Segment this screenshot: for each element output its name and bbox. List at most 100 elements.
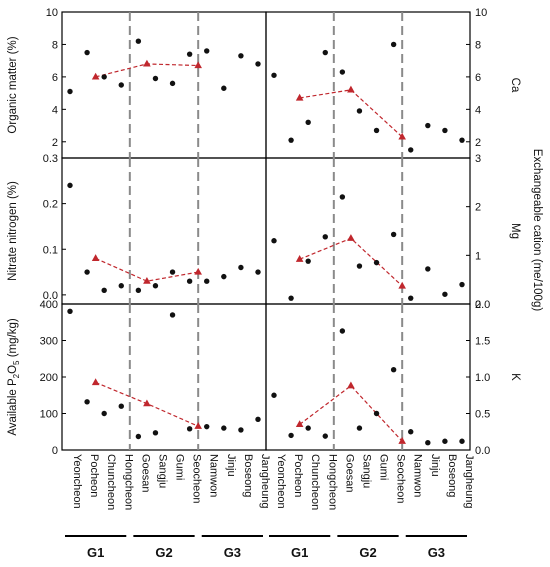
y-tick-label: 0.3 bbox=[43, 153, 58, 165]
y-tick-label: 0.0 bbox=[475, 445, 490, 457]
data-point bbox=[373, 127, 380, 134]
group-mean-marker bbox=[295, 420, 304, 428]
data-point bbox=[305, 119, 311, 126]
data-point bbox=[442, 438, 448, 444]
category-label: Seocheon bbox=[395, 454, 407, 504]
data-point bbox=[322, 49, 328, 56]
group-mean-marker bbox=[398, 281, 406, 289]
y-tick-label: 1.0 bbox=[475, 372, 490, 384]
data-point bbox=[186, 278, 193, 284]
data-point bbox=[271, 72, 277, 78]
group-label: G1 bbox=[87, 545, 104, 560]
data-point bbox=[84, 269, 90, 275]
group-mean-line bbox=[299, 237, 403, 287]
group-mean-line bbox=[299, 384, 403, 442]
data-point bbox=[186, 426, 193, 432]
group-label: G2 bbox=[155, 545, 172, 560]
data-point bbox=[339, 194, 346, 200]
y-tick-label: 4 bbox=[475, 104, 481, 116]
group-mean-marker bbox=[91, 72, 100, 80]
y-tick-label: 1 bbox=[475, 250, 481, 262]
panel-frame bbox=[265, 11, 471, 159]
y-tick-label: 4 bbox=[52, 104, 58, 116]
category-label: Chuncheon bbox=[309, 454, 321, 510]
data-point bbox=[67, 308, 73, 314]
y-tick-label: 6 bbox=[475, 72, 481, 84]
y-tick-label: 0 bbox=[52, 445, 58, 457]
group-label: G3 bbox=[224, 545, 241, 560]
data-point bbox=[408, 147, 414, 153]
y-tick-label: 400 bbox=[40, 299, 58, 311]
group-mean-marker bbox=[91, 378, 100, 386]
category-label: Chuncheon bbox=[105, 454, 117, 510]
category-label: Jangheung bbox=[463, 454, 475, 508]
data-point bbox=[459, 438, 465, 444]
group-label: G2 bbox=[359, 545, 376, 560]
data-point bbox=[425, 440, 431, 446]
data-point bbox=[169, 312, 176, 318]
y-tick-label: 8 bbox=[52, 39, 58, 51]
group-mean-marker bbox=[295, 255, 304, 262]
data-point bbox=[135, 433, 142, 440]
data-point bbox=[425, 266, 431, 272]
data-point bbox=[271, 392, 277, 398]
data-point bbox=[135, 287, 142, 294]
data-point bbox=[373, 259, 380, 266]
data-point bbox=[339, 328, 346, 334]
y-tick-label: 300 bbox=[40, 336, 58, 348]
data-point bbox=[459, 281, 465, 288]
data-point bbox=[408, 429, 414, 435]
group-label: G3 bbox=[428, 545, 445, 560]
data-point bbox=[425, 122, 431, 129]
data-point bbox=[118, 82, 124, 88]
data-point bbox=[288, 137, 294, 143]
data-point bbox=[84, 49, 90, 56]
data-point bbox=[356, 425, 363, 431]
group-mean-marker bbox=[347, 381, 355, 389]
y-tick-label: 8 bbox=[475, 39, 481, 51]
group-mean-lines bbox=[95, 63, 403, 442]
data-point bbox=[271, 238, 277, 244]
data-point bbox=[135, 38, 142, 44]
y-tick-label: 0.2 bbox=[43, 199, 58, 211]
data-point bbox=[305, 258, 311, 264]
category-label: Pocheon bbox=[88, 454, 100, 497]
group-mean-line bbox=[299, 89, 403, 138]
category-label: Gumi bbox=[174, 454, 186, 480]
y-tick-label: 1.5 bbox=[475, 336, 490, 348]
data-point bbox=[322, 234, 328, 240]
panel-frames bbox=[61, 11, 471, 451]
category-label: Namwon bbox=[412, 454, 424, 497]
y-tick-label: 100 bbox=[40, 409, 58, 421]
group-mean-marker bbox=[143, 59, 151, 67]
category-label: Yeoncheon bbox=[71, 454, 83, 509]
panel-frame bbox=[265, 303, 471, 451]
data-point bbox=[101, 410, 107, 417]
data-point bbox=[322, 433, 328, 439]
data-point bbox=[255, 269, 261, 275]
data-point bbox=[356, 263, 363, 269]
data-point bbox=[255, 61, 261, 67]
data-point bbox=[204, 278, 210, 284]
data-point bbox=[356, 108, 363, 114]
data-points bbox=[67, 38, 465, 446]
category-label: Sangju bbox=[360, 454, 372, 488]
data-point bbox=[67, 88, 73, 95]
data-point bbox=[238, 264, 244, 271]
y-tick-label: 2 bbox=[475, 137, 481, 149]
y-axis-title: Mg bbox=[509, 223, 521, 239]
data-point bbox=[152, 75, 159, 82]
data-point bbox=[442, 291, 448, 297]
data-point bbox=[169, 269, 176, 275]
y-axis-title: Ca bbox=[509, 78, 521, 93]
group-mean-marker bbox=[398, 132, 406, 140]
panel-frame bbox=[61, 11, 267, 159]
data-point bbox=[67, 182, 73, 189]
data-point bbox=[101, 287, 107, 294]
category-label: Yeoncheon bbox=[275, 454, 287, 509]
group-label: G1 bbox=[291, 545, 308, 560]
data-point bbox=[152, 430, 159, 436]
category-label: Jangheung bbox=[259, 454, 271, 508]
